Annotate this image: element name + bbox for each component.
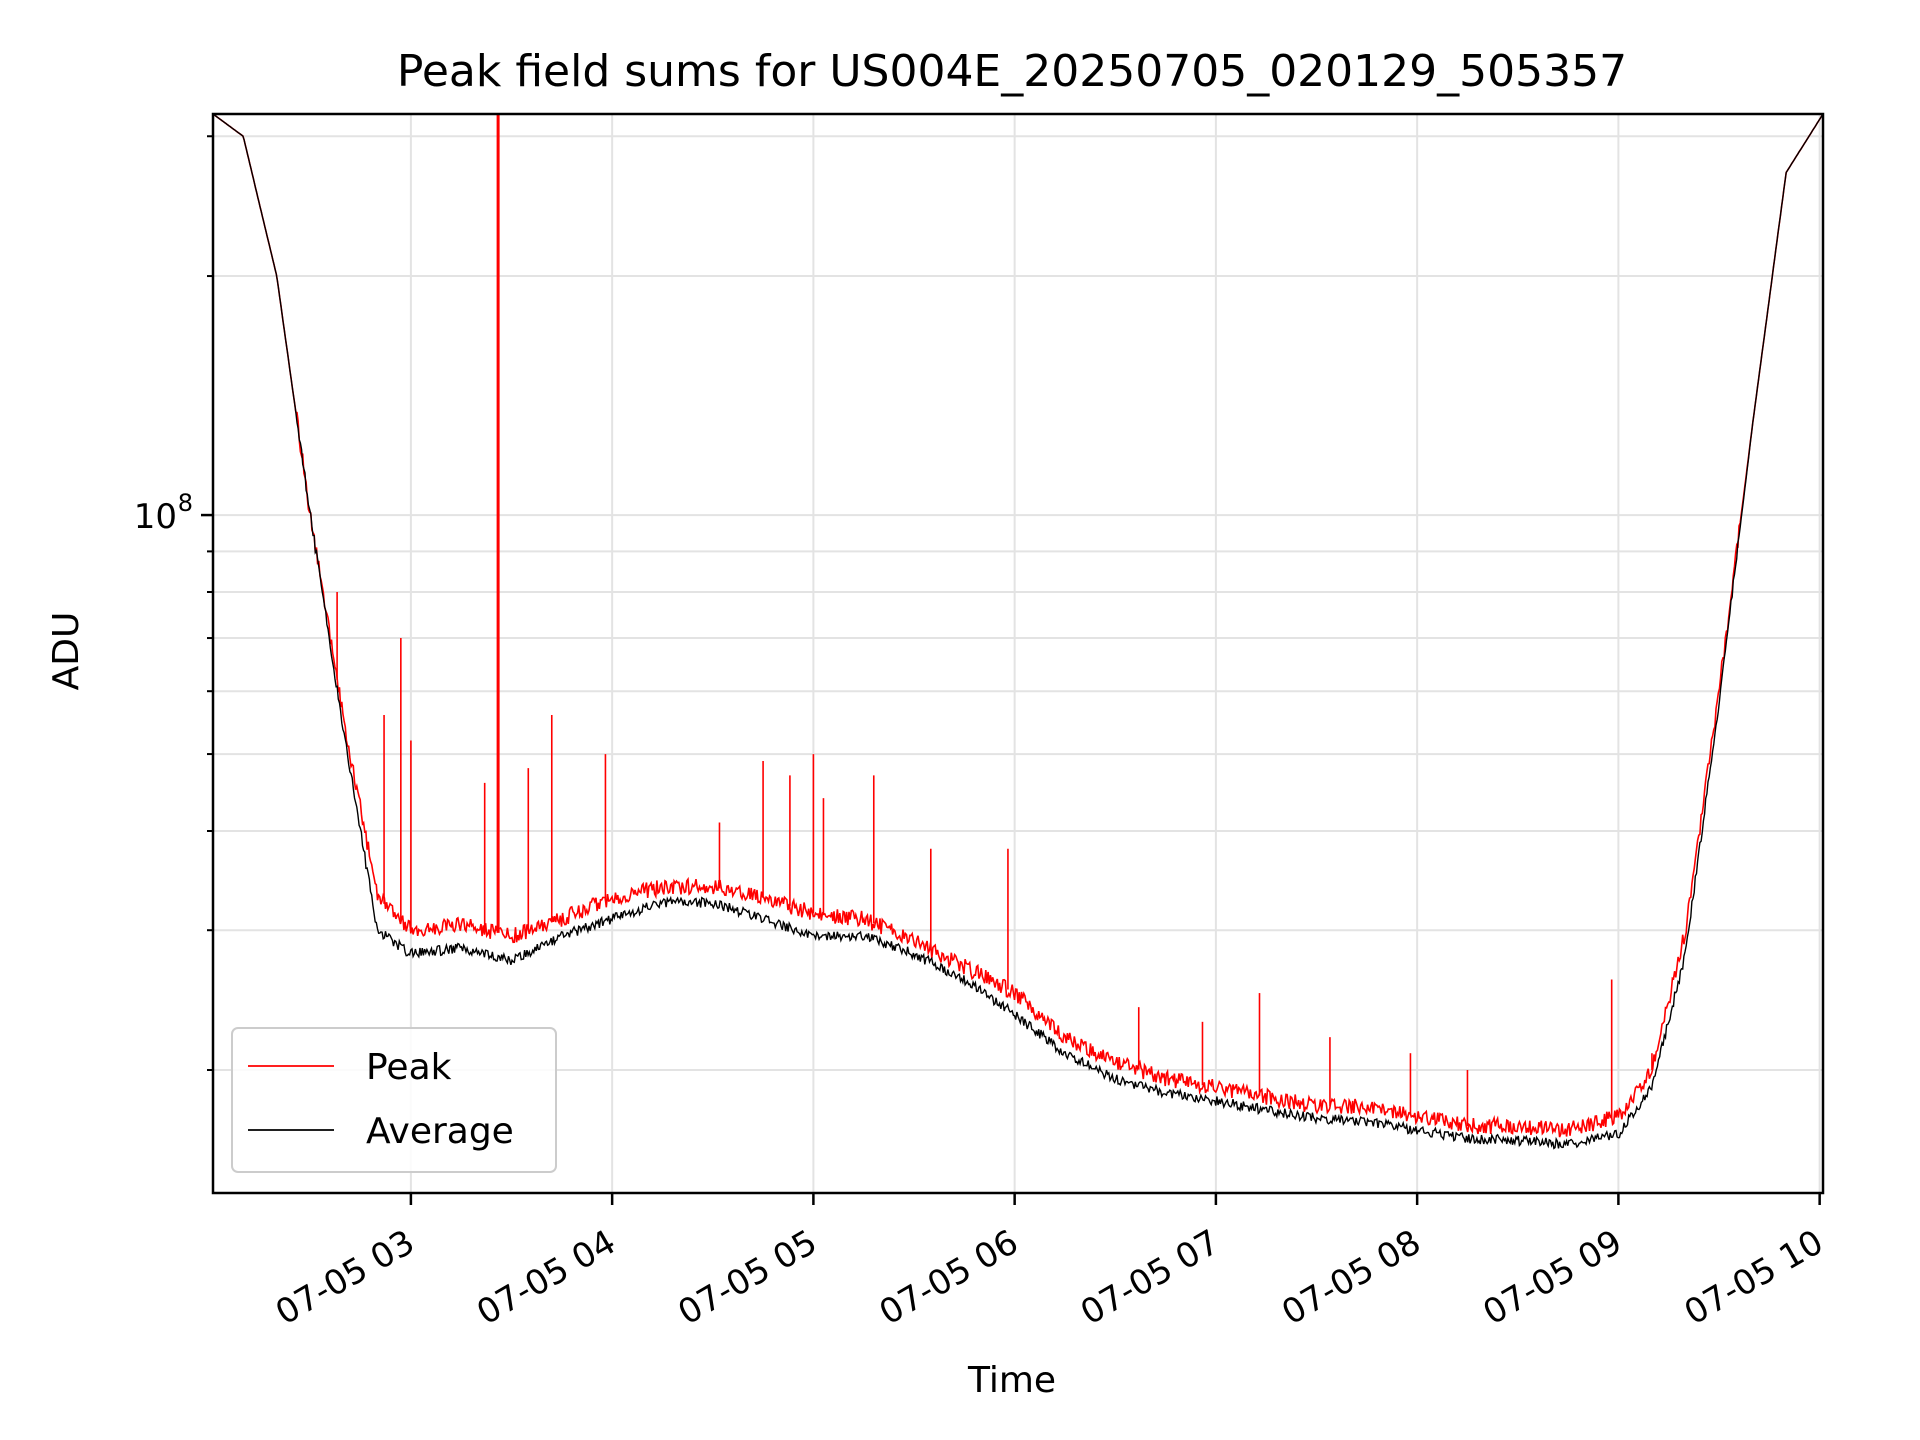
y-axis-label: ADU bbox=[46, 612, 87, 691]
y-tick-exponent: 8 bbox=[178, 489, 193, 517]
chart-title: Peak field sums for US004E_20250705_0201… bbox=[397, 46, 1627, 97]
legend-box bbox=[231, 1027, 557, 1173]
y-tick-label: 10 bbox=[134, 497, 177, 537]
plot-data bbox=[212, 113, 1824, 1150]
legend-label-average: Average bbox=[366, 1111, 514, 1152]
x-axis-label: Time bbox=[967, 1360, 1056, 1401]
grid-lines bbox=[213, 114, 1823, 1193]
series-line-average bbox=[212, 113, 1824, 1150]
series-line-peak bbox=[212, 113, 1824, 1138]
legend: Peak Average bbox=[231, 1027, 557, 1173]
peak-spikes bbox=[336, 114, 1653, 1127]
legend-label-peak: Peak bbox=[366, 1047, 452, 1088]
plot-frame bbox=[211, 112, 1825, 1195]
